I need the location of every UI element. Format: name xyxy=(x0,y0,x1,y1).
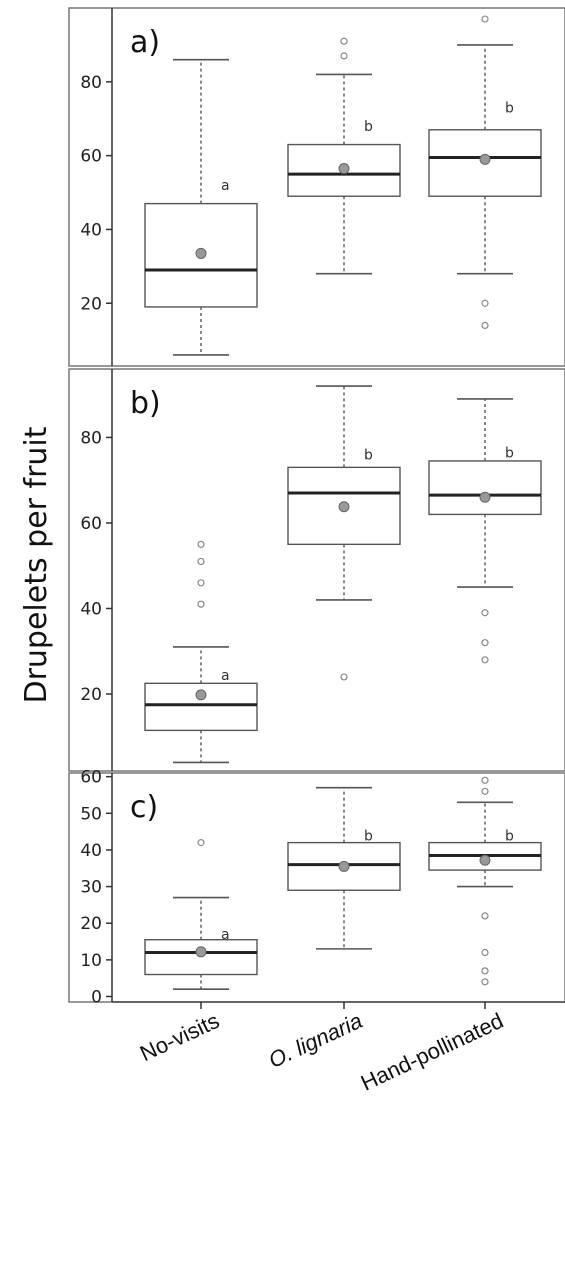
box-3: b xyxy=(428,398,542,664)
outlier-point xyxy=(197,839,205,847)
box-2: b xyxy=(287,37,401,275)
significance-letter: b xyxy=(364,828,373,844)
y-tick-label: 30 xyxy=(80,878,102,898)
y-tick-label: 10 xyxy=(80,951,102,971)
mean-dot xyxy=(338,501,350,513)
panel-3: 0 10 20 30 40 50 60 c) a b b xyxy=(68,768,565,1008)
panel-label: a) xyxy=(130,25,160,60)
outlier-point xyxy=(481,978,489,986)
outlier-point xyxy=(481,967,489,975)
panel-label: c) xyxy=(130,790,158,825)
mean-dot xyxy=(479,854,491,866)
outlier-point xyxy=(481,639,489,647)
x-category-label: Hand-pollinated xyxy=(357,1008,507,1096)
outlier-point xyxy=(197,579,205,587)
box-2: b xyxy=(287,385,401,681)
panel-frame xyxy=(68,368,565,772)
y-tick-label: 20 xyxy=(80,914,102,934)
y-tick-label: 60 xyxy=(80,147,102,167)
y-tick-label: 80 xyxy=(80,73,102,93)
outlier-point xyxy=(481,912,489,920)
panels-group: 20 40 60 80 a) a b b 20 40 60 80 b) a b b 0 10 20 30 40 50 60 c… xyxy=(68,7,565,1008)
outlier-point xyxy=(340,673,348,681)
box-3: b xyxy=(428,15,542,330)
outlier-point xyxy=(481,609,489,617)
mean-dot xyxy=(479,491,491,503)
outlier-point xyxy=(481,321,489,330)
significance-letter: b xyxy=(364,119,373,135)
box-1: a xyxy=(144,58,258,356)
panel-1: 20 40 60 80 a) a b b xyxy=(68,7,565,367)
mean-dot xyxy=(195,689,207,701)
box-1: a xyxy=(144,839,258,990)
mean-dot xyxy=(479,153,491,165)
box-3: b xyxy=(428,776,542,986)
outlier-point xyxy=(340,37,348,45)
mean-dot xyxy=(195,247,207,259)
outlier-point xyxy=(197,557,205,566)
y-tick-label: 40 xyxy=(80,220,102,240)
significance-letter: b xyxy=(505,828,514,844)
y-tick-label: 40 xyxy=(80,841,102,861)
outlier-point xyxy=(481,776,489,784)
significance-letter: b xyxy=(505,445,514,461)
significance-letter: a xyxy=(221,668,230,684)
y-tick-label: 40 xyxy=(80,599,102,619)
y-axis-label: Drupelets per fruit xyxy=(19,426,54,703)
mean-dot xyxy=(338,860,350,872)
y-tick-label: 20 xyxy=(80,685,102,705)
significance-letter: b xyxy=(505,101,514,117)
y-tick-label: 60 xyxy=(80,768,102,788)
y-tick-label: 20 xyxy=(80,294,102,314)
panel-label: b) xyxy=(130,386,161,421)
box-1: a xyxy=(144,540,258,764)
outlier-point xyxy=(197,540,205,548)
outlier-point xyxy=(481,15,489,23)
outlier-point xyxy=(481,787,489,795)
significance-letter: a xyxy=(221,927,230,943)
mean-dot xyxy=(195,946,207,958)
outlier-point xyxy=(481,299,489,307)
x-category-label: O. lignaria xyxy=(265,1008,366,1073)
outlier-point xyxy=(481,948,489,957)
y-tick-label: 50 xyxy=(80,804,102,824)
significance-letter: b xyxy=(364,448,373,464)
outlier-point xyxy=(197,600,205,608)
significance-letter: a xyxy=(221,178,230,194)
y-tick-label: 80 xyxy=(80,428,102,448)
panel-frame xyxy=(68,7,565,367)
box-2: b xyxy=(287,786,401,950)
mean-dot xyxy=(338,163,350,175)
x-category-label: No-visits xyxy=(136,1008,223,1066)
panel-2: 20 40 60 80 b) a b b xyxy=(68,368,565,772)
iqr-box xyxy=(428,460,542,516)
outlier-point xyxy=(481,656,489,664)
y-tick-label: 0 xyxy=(91,988,102,1008)
outlier-point xyxy=(340,52,348,60)
y-tick-label: 60 xyxy=(80,514,102,534)
